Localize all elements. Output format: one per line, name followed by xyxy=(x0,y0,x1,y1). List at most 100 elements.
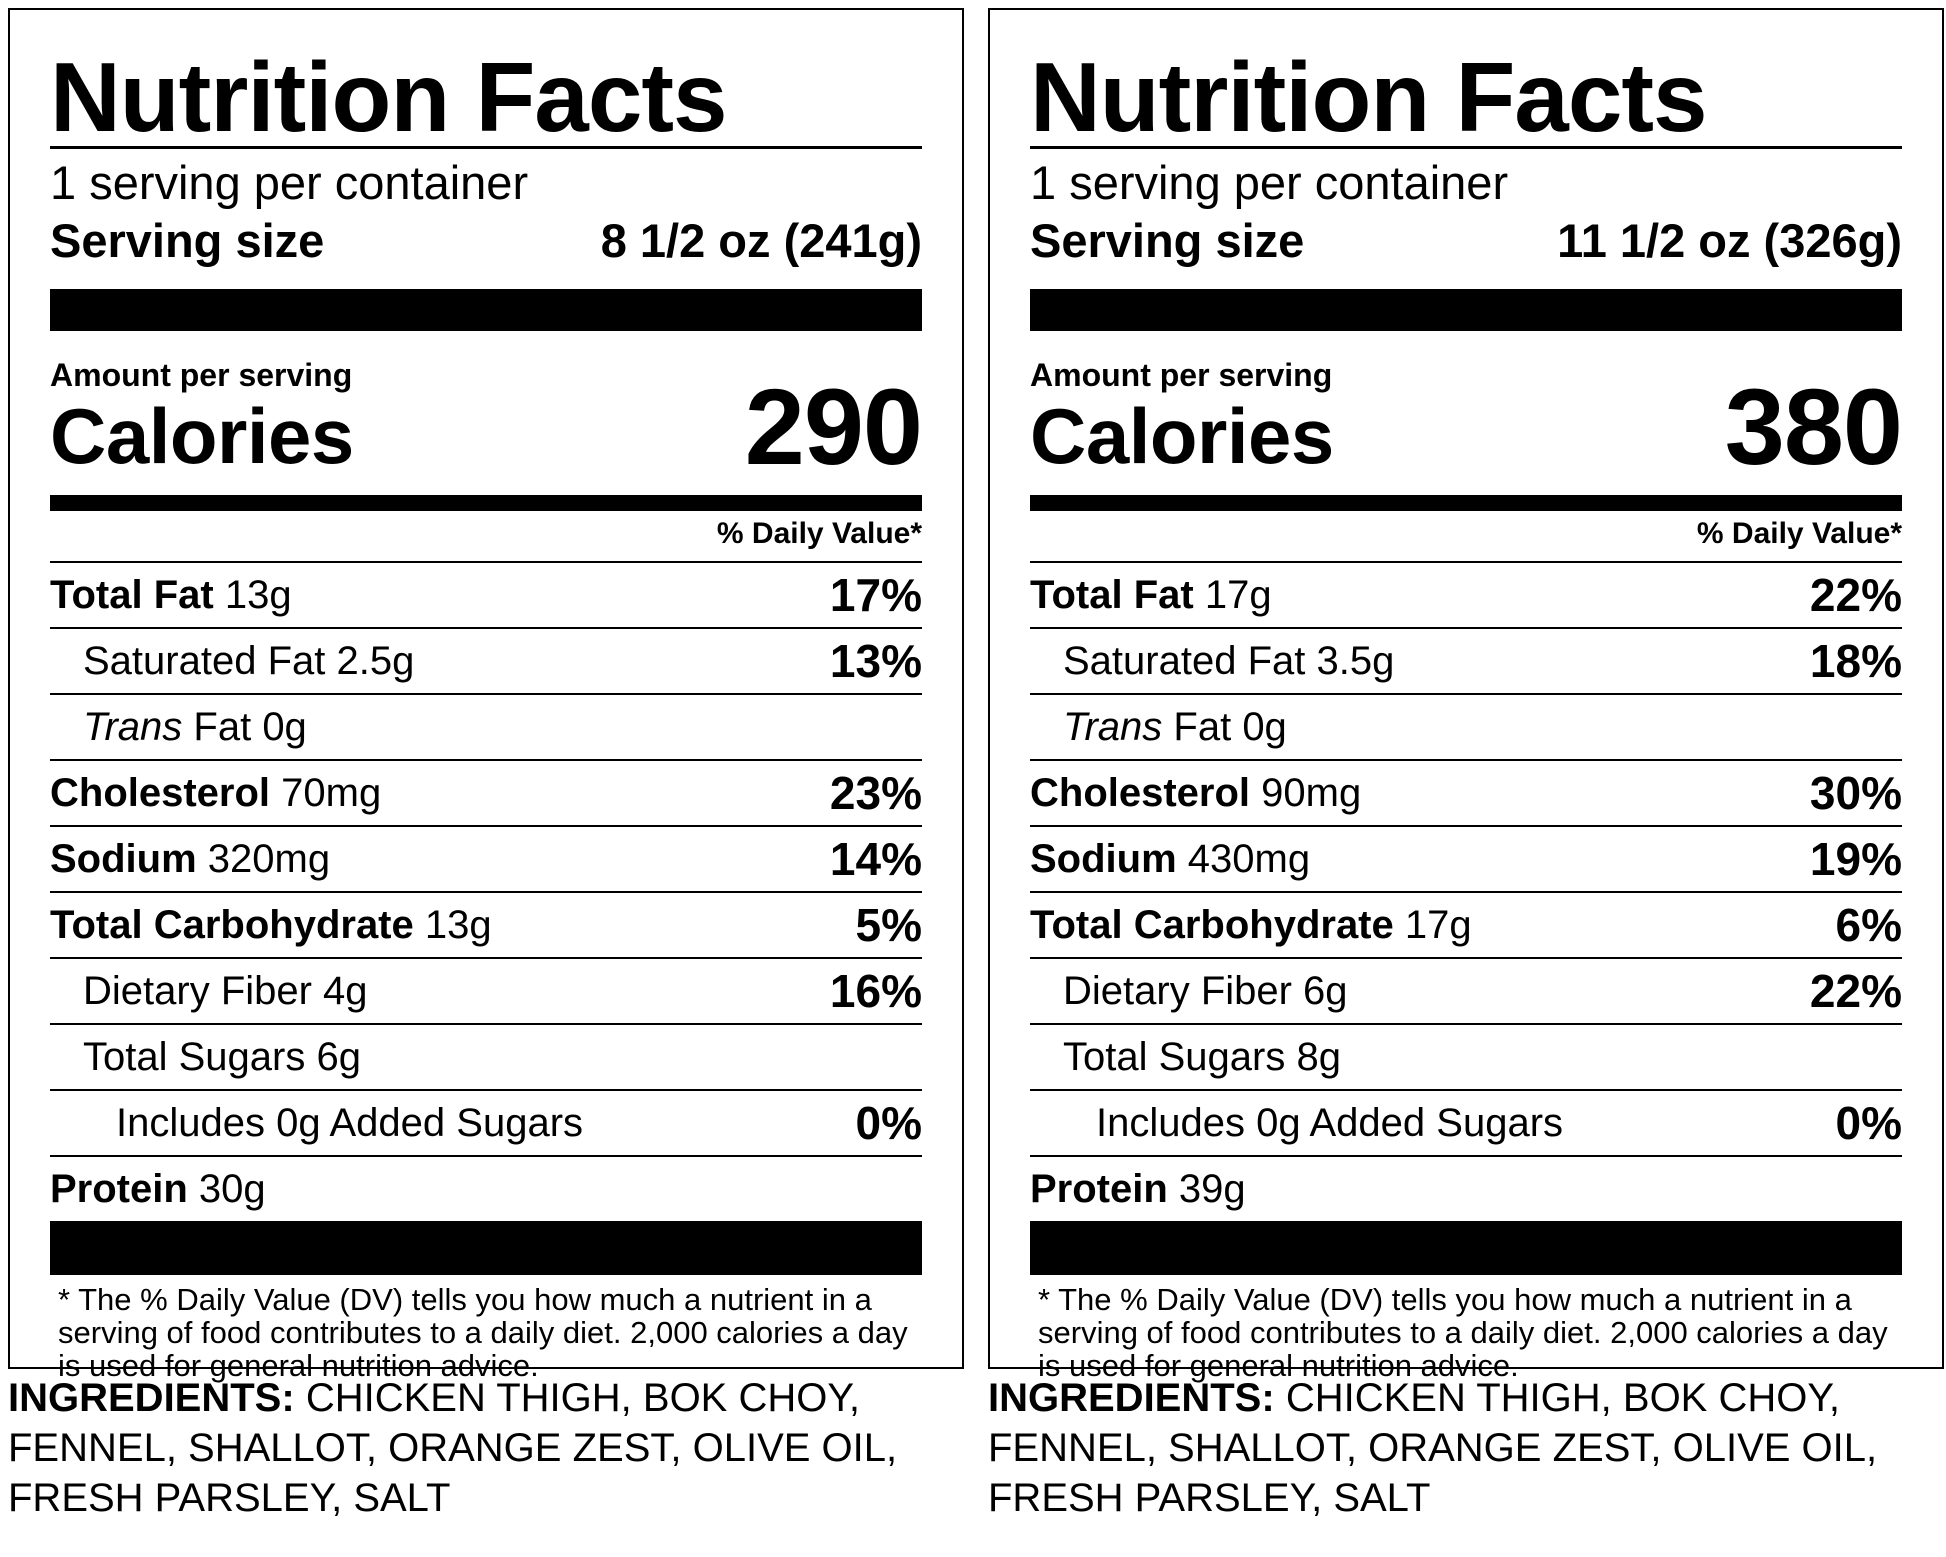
nutrient-dv: 14% xyxy=(829,833,922,885)
nutrient-row-cholesterol: Cholesterol 70mg 23% xyxy=(50,759,922,825)
footnote: * The % Daily Value (DV) tells you how m… xyxy=(1038,1282,1888,1383)
nutrient-amount: 320mg xyxy=(207,837,331,881)
serving-size-label: Serving size xyxy=(1030,214,1305,267)
serving-size-row: Serving size 11 1/2 oz (326g) xyxy=(1030,217,1902,267)
medium-divider xyxy=(1030,495,1902,511)
medium-divider xyxy=(50,495,922,511)
nutrient-label: Includes 0g Added Sugars xyxy=(116,1101,584,1145)
nutrient-label: Total Sugars 8g xyxy=(1063,1035,1341,1079)
daily-value-header: % Daily Value* xyxy=(1696,517,1902,550)
nutrient-amount: 17g xyxy=(1404,903,1472,947)
servings-per-container: 1 serving per container xyxy=(1030,156,1509,209)
nutrient-row-sodium: Sodium 430mg 19% xyxy=(1030,825,1902,891)
nutrient-amount: 39g xyxy=(1178,1167,1246,1211)
nutrient-dv: 17% xyxy=(829,569,922,621)
thick-divider xyxy=(50,289,922,331)
nutrient-label: Fat 0g xyxy=(193,705,307,749)
label-title: Nutrition Facts xyxy=(50,42,727,152)
calories-row: Calories 290 xyxy=(50,373,923,481)
nutrient-label-italic: Trans xyxy=(1063,705,1163,749)
nutrient-label-italic: Trans xyxy=(83,705,183,749)
nutrient-dv: 0% xyxy=(1835,1097,1902,1149)
nutrient-row-saturated-fat: Saturated Fat 3.5g 18% xyxy=(1030,627,1902,693)
thick-divider xyxy=(1030,289,1902,331)
ingredients: INGREDIENTS: CHICKEN THIGH, BOK CHOY, FE… xyxy=(988,1373,1944,1523)
nutrient-label: Saturated Fat 3.5g xyxy=(1063,639,1395,683)
serving-size-row: Serving size 8 1/2 oz (241g) xyxy=(50,217,922,267)
nutrient-dv: 5% xyxy=(855,899,922,951)
nutrient-label: Dietary Fiber 6g xyxy=(1063,969,1348,1013)
amount-per-serving: Amount per serving xyxy=(50,357,353,393)
nutrient-amount: 30g xyxy=(198,1167,266,1211)
nutrient-label: Total Fat xyxy=(1030,573,1194,617)
nutrient-row-saturated-fat: Saturated Fat 2.5g 13% xyxy=(50,627,922,693)
nutrient-row-cholesterol: Cholesterol 90mg 30% xyxy=(1030,759,1902,825)
ingredients-text: CHICKEN THIGH, BOK CHOY, FENNEL, SHALLOT… xyxy=(988,1376,1878,1520)
calories-value: 290 xyxy=(744,366,923,487)
calories-value: 380 xyxy=(1724,366,1903,487)
nutrition-panel-left: Nutrition Facts 1 serving per container … xyxy=(8,8,964,1523)
serving-size-label: Serving size xyxy=(50,214,325,267)
nutrition-facts-label: Nutrition Facts 1 serving per container … xyxy=(8,8,964,1382)
nutrient-dv: 23% xyxy=(829,767,922,819)
label-title: Nutrition Facts xyxy=(1030,42,1707,152)
serving-size-value: 11 1/2 oz (326g) xyxy=(1557,214,1902,267)
nutrient-row-added-sugars: Includes 0g Added Sugars 0% xyxy=(50,1089,922,1155)
nutrient-row-sodium: Sodium 320mg 14% xyxy=(50,825,922,891)
nutrient-label: Total Sugars 6g xyxy=(83,1035,361,1079)
calories-label: Calories xyxy=(50,392,354,480)
nutrient-row-added-sugars: Includes 0g Added Sugars 0% xyxy=(1030,1089,1902,1155)
nutrient-row-dietary-fiber: Dietary Fiber 4g 16% xyxy=(50,957,922,1023)
nutrient-label: Protein xyxy=(1030,1167,1168,1211)
nutrition-facts-label: Nutrition Facts 1 serving per container … xyxy=(988,8,1944,1382)
calories-label: Calories xyxy=(1030,392,1334,480)
nutrient-row-total-fat: Total Fat 17g 22% xyxy=(1030,561,1902,627)
nutrient-dv: 6% xyxy=(1835,899,1902,951)
nutrient-row-trans-fat: Trans Fat 0g xyxy=(50,693,922,759)
nutrient-row-total-carbohydrate: Total Carbohydrate 17g 6% xyxy=(1030,891,1902,957)
nutrient-label: Cholesterol xyxy=(1030,771,1251,815)
nutrient-amount: 13g xyxy=(224,573,292,617)
ingredients-label: INGREDIENTS: xyxy=(8,1376,295,1420)
nutrient-row-total-sugars: Total Sugars 8g xyxy=(1030,1023,1902,1089)
nutrient-row-protein: Protein 30g xyxy=(50,1155,922,1221)
nutrient-dv: 19% xyxy=(1809,833,1902,885)
ingredients-text: CHICKEN THIGH, BOK CHOY, FENNEL, SHALLOT… xyxy=(8,1376,898,1520)
nutrient-row-total-carbohydrate: Total Carbohydrate 13g 5% xyxy=(50,891,922,957)
amount-per-serving: Amount per serving xyxy=(1030,357,1333,393)
nutrient-dv: 22% xyxy=(1809,569,1902,621)
nutrient-label: Saturated Fat 2.5g xyxy=(83,639,415,683)
calories-row: Calories 380 xyxy=(1030,373,1903,481)
nutrient-amount: 90mg xyxy=(1261,771,1362,815)
divider xyxy=(1030,146,1902,149)
nutrient-dv: 13% xyxy=(829,635,922,687)
nutrient-label: Dietary Fiber 4g xyxy=(83,969,368,1013)
serving-size-value: 8 1/2 oz (241g) xyxy=(600,214,922,267)
divider xyxy=(50,146,922,149)
nutrient-amount: 70mg xyxy=(281,771,382,815)
nutrient-dv: 0% xyxy=(855,1097,922,1149)
nutrient-amount: 17g xyxy=(1204,573,1272,617)
nutrient-label: Protein xyxy=(50,1167,188,1211)
servings-per-container: 1 serving per container xyxy=(50,156,529,209)
daily-value-header: % Daily Value* xyxy=(716,517,922,550)
nutrient-label: Total Carbohydrate xyxy=(1030,903,1394,947)
nutrient-label: Total Fat xyxy=(50,573,214,617)
nutrient-row-dietary-fiber: Dietary Fiber 6g 22% xyxy=(1030,957,1902,1023)
nutrition-panel-right: Nutrition Facts 1 serving per container … xyxy=(988,8,1944,1523)
nutrient-label: Total Carbohydrate xyxy=(50,903,414,947)
nutrient-label: Includes 0g Added Sugars xyxy=(1096,1101,1564,1145)
nutrient-row-protein: Protein 39g xyxy=(1030,1155,1902,1221)
footnote: * The % Daily Value (DV) tells you how m… xyxy=(58,1282,908,1383)
ingredients: INGREDIENTS: CHICKEN THIGH, BOK CHOY, FE… xyxy=(8,1373,964,1523)
nutrient-label: Sodium xyxy=(50,837,197,881)
nutrient-label: Fat 0g xyxy=(1173,705,1287,749)
nutrient-dv: 18% xyxy=(1809,635,1902,687)
nutrient-dv: 22% xyxy=(1809,965,1902,1017)
thick-divider xyxy=(50,1221,922,1275)
nutrient-dv: 30% xyxy=(1809,767,1902,819)
nutrient-label: Cholesterol xyxy=(50,771,271,815)
nutrient-row-total-sugars: Total Sugars 6g xyxy=(50,1023,922,1089)
nutrient-amount: 430mg xyxy=(1187,837,1311,881)
ingredients-label: INGREDIENTS: xyxy=(988,1376,1275,1420)
